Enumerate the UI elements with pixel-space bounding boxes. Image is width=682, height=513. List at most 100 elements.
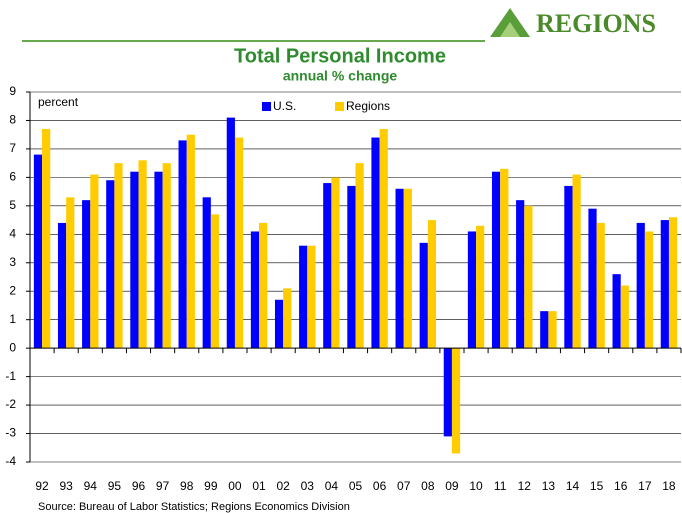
bar xyxy=(226,117,235,349)
bar xyxy=(491,171,501,349)
y-axis-label: percent xyxy=(38,95,79,109)
bar xyxy=(596,222,605,349)
bar xyxy=(379,129,388,349)
bar xyxy=(644,231,654,349)
bar xyxy=(162,163,171,349)
bar xyxy=(467,231,477,349)
logo-text: REGIONS xyxy=(536,9,656,38)
bar xyxy=(572,174,581,349)
logo-icon xyxy=(490,8,530,37)
x-tick-label: 15 xyxy=(590,479,604,493)
bar xyxy=(323,183,332,349)
bar xyxy=(283,288,292,349)
bar xyxy=(259,222,268,349)
y-tick-label: 2 xyxy=(9,283,16,297)
bar xyxy=(210,214,220,349)
chart-title: Total Personal Income xyxy=(234,45,446,67)
bar xyxy=(90,174,99,349)
x-tick-label: 07 xyxy=(397,479,411,493)
y-tick-label: 1 xyxy=(9,312,16,326)
bar xyxy=(347,185,356,349)
bar xyxy=(130,171,139,349)
bar xyxy=(154,171,163,349)
x-tick-label: 10 xyxy=(469,479,483,493)
bar xyxy=(427,220,437,349)
bar xyxy=(451,348,461,454)
x-tick-label: 03 xyxy=(301,479,315,493)
bar xyxy=(274,299,284,349)
x-tick-label: 14 xyxy=(566,479,580,493)
legend-swatch xyxy=(335,102,344,111)
bar xyxy=(564,185,573,349)
bar xyxy=(234,137,244,349)
bar xyxy=(186,134,195,349)
bar xyxy=(57,222,67,349)
y-tick-label: 4 xyxy=(9,226,16,240)
y-tick-label: 3 xyxy=(9,255,16,269)
y-tick-label: 9 xyxy=(9,84,16,98)
bar xyxy=(138,160,147,349)
bar xyxy=(307,245,316,349)
x-tick-label: 11 xyxy=(494,479,507,493)
bar xyxy=(42,129,51,349)
legend-label: U.S. xyxy=(273,99,296,113)
bar xyxy=(668,217,678,349)
bar xyxy=(299,245,308,349)
bar xyxy=(202,197,211,349)
bar xyxy=(250,231,260,349)
bar xyxy=(395,188,404,349)
x-tick-label: 95 xyxy=(108,479,122,493)
x-tick-label: 02 xyxy=(276,479,290,493)
x-tick-label: 96 xyxy=(132,479,146,493)
bar xyxy=(516,200,525,349)
x-tick-label: 13 xyxy=(542,479,556,493)
legend-swatch xyxy=(262,102,271,111)
x-tick-label: 17 xyxy=(638,479,652,493)
bar xyxy=(636,222,645,349)
y-tick-label: -1 xyxy=(5,369,16,383)
y-tick-label: -4 xyxy=(5,454,16,468)
bar xyxy=(540,311,549,349)
x-tick-label: 08 xyxy=(421,479,435,493)
y-tick-label: -2 xyxy=(5,397,16,411)
bar xyxy=(524,205,533,349)
y-tick-label: 6 xyxy=(9,170,16,184)
x-tick-label: 94 xyxy=(84,479,98,493)
x-tick-label: 09 xyxy=(445,479,459,493)
bar xyxy=(660,220,669,349)
x-tick-label: 04 xyxy=(325,479,339,493)
bar xyxy=(403,188,412,349)
bar xyxy=(355,163,364,349)
y-tick-label: -3 xyxy=(5,426,16,440)
bar xyxy=(33,154,43,349)
x-tick-label: 93 xyxy=(59,479,73,493)
y-tick-label: 5 xyxy=(9,198,16,212)
bar xyxy=(331,177,340,349)
bar xyxy=(548,311,557,349)
x-tick-label: 97 xyxy=(156,479,170,493)
bar xyxy=(371,137,380,349)
bar xyxy=(500,168,509,349)
x-tick-label: 12 xyxy=(518,479,532,493)
x-tick-label: 01 xyxy=(252,479,266,493)
x-tick-label: 92 xyxy=(35,479,49,493)
bar xyxy=(114,163,123,349)
chart-subtitle: annual % change xyxy=(283,68,398,84)
bar xyxy=(178,140,187,349)
bar xyxy=(612,274,621,349)
x-tick-label: 98 xyxy=(180,479,194,493)
bar xyxy=(106,180,115,349)
x-tick-label: 05 xyxy=(349,479,363,493)
bar xyxy=(82,200,91,349)
x-tick-label: 16 xyxy=(614,479,628,493)
bar xyxy=(476,225,485,349)
x-tick-label: 18 xyxy=(662,479,676,493)
x-tick-label: 06 xyxy=(373,479,387,493)
x-tick-label: 99 xyxy=(204,479,218,493)
bar xyxy=(620,285,629,349)
source-note: Source: Bureau of Labor Statistics; Regi… xyxy=(38,501,350,513)
bar xyxy=(443,348,452,437)
y-tick-label: 0 xyxy=(9,340,16,354)
y-tick-label: 7 xyxy=(9,141,16,155)
x-tick-label: 00 xyxy=(228,479,242,493)
